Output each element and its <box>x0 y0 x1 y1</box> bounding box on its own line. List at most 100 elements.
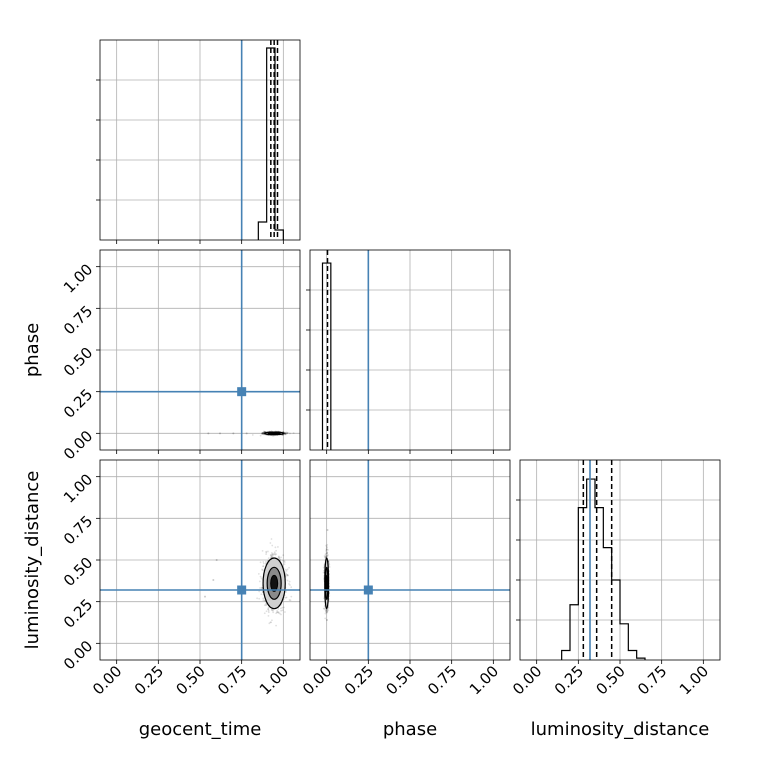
sample-point <box>262 430 265 433</box>
sample-point <box>272 609 274 612</box>
sample-point <box>276 611 279 614</box>
panel-frame <box>99 39 301 241</box>
tick-label-x: 0.50 <box>382 662 418 698</box>
sample-point <box>281 606 284 609</box>
sample-point <box>261 587 263 589</box>
sample-point <box>277 608 280 610</box>
sample-point <box>325 554 328 557</box>
sample-point <box>275 612 278 615</box>
sample-point <box>272 435 274 437</box>
sample-point <box>258 580 261 583</box>
sample-point <box>271 554 274 557</box>
sample-point <box>256 597 259 600</box>
sample-point <box>325 608 328 611</box>
sample-point <box>323 555 326 557</box>
sample-point <box>292 432 295 434</box>
sample-point <box>262 599 265 602</box>
sample-point <box>286 432 289 435</box>
tick-label-x: 0.25 <box>131 662 167 698</box>
sample-point <box>289 432 291 435</box>
sample-point <box>270 608 273 611</box>
sample-point <box>219 432 221 435</box>
sample-point <box>261 569 264 572</box>
sample-point <box>284 596 287 599</box>
tick-label-y: 0.00 <box>60 427 96 463</box>
sample-point <box>282 559 284 562</box>
tick-label-x: 0.25 <box>341 662 377 698</box>
sample-point <box>324 555 326 558</box>
sample-point <box>290 595 293 598</box>
panel-luminosity_distance-luminosity_distance: 0.00 0.25 0.50 0.75 1.00 <box>509 459 721 698</box>
sample-point <box>280 556 282 559</box>
sample-point <box>325 609 328 612</box>
sample-point <box>326 551 329 553</box>
sample-point <box>288 583 290 585</box>
sample-point <box>322 571 325 574</box>
sample-point <box>270 555 273 558</box>
sample-point <box>283 563 286 566</box>
tick-label-y: 1.00 <box>60 260 96 296</box>
sample-point <box>232 432 235 435</box>
panel-frame <box>99 459 301 661</box>
sample-point <box>324 610 327 612</box>
sample-point <box>273 553 276 556</box>
sample-point <box>286 579 289 582</box>
tick-label-x: 0.75 <box>214 662 250 698</box>
sample-point <box>327 609 330 612</box>
sample-point <box>262 432 265 434</box>
sample-point <box>278 557 281 560</box>
sample-point <box>326 552 328 555</box>
sample-point <box>276 611 278 614</box>
sample-point <box>326 619 328 621</box>
sample-point <box>286 568 289 571</box>
sample-point <box>326 546 328 549</box>
sample-point <box>326 544 329 546</box>
sample-point <box>325 548 328 550</box>
tick-label-y: 0.50 <box>60 554 96 590</box>
panel-geocent_time-geocent_time <box>96 39 301 244</box>
sample-point <box>278 557 280 560</box>
sample-point <box>261 549 264 552</box>
sample-point <box>272 554 274 556</box>
sample-point <box>259 561 262 564</box>
panel-phase-phase <box>306 249 511 454</box>
sample-point <box>326 610 329 613</box>
sample-point <box>267 611 270 614</box>
sample-point <box>277 612 280 614</box>
sample-point <box>270 609 273 611</box>
sample-point <box>284 432 287 435</box>
tick-label-y: 0.75 <box>60 302 96 338</box>
sample-point <box>261 433 263 435</box>
sample-point <box>326 548 328 551</box>
axis-label-x-phase: phase <box>383 719 437 740</box>
sample-point <box>285 596 288 599</box>
sample-point <box>324 608 327 611</box>
sample-point <box>269 556 272 559</box>
sample-point <box>204 595 206 598</box>
sample-point <box>265 553 268 556</box>
tick-label-x: 0.25 <box>551 662 587 698</box>
sample-point <box>271 608 274 611</box>
tick-label-x: 1.00 <box>466 662 502 698</box>
sample-point <box>287 574 289 577</box>
truth-marker <box>237 387 247 397</box>
sample-point <box>272 611 275 614</box>
sample-point <box>284 433 286 436</box>
sample-point <box>326 529 329 531</box>
sample-point <box>262 562 265 565</box>
sample-point <box>263 612 266 615</box>
sample-point <box>284 611 286 613</box>
sample-point <box>275 553 278 556</box>
sample-point <box>325 544 327 547</box>
sample-point <box>262 565 264 568</box>
sample-point <box>289 584 291 586</box>
sample-point <box>212 579 215 581</box>
sample-point <box>262 433 265 436</box>
sample-point <box>262 431 265 434</box>
tick-label-x: 1.00 <box>256 662 292 698</box>
sample-point <box>324 617 327 620</box>
sample-point <box>285 569 288 572</box>
sample-point <box>324 552 327 555</box>
sample-point <box>263 604 266 607</box>
sample-point <box>325 611 327 614</box>
